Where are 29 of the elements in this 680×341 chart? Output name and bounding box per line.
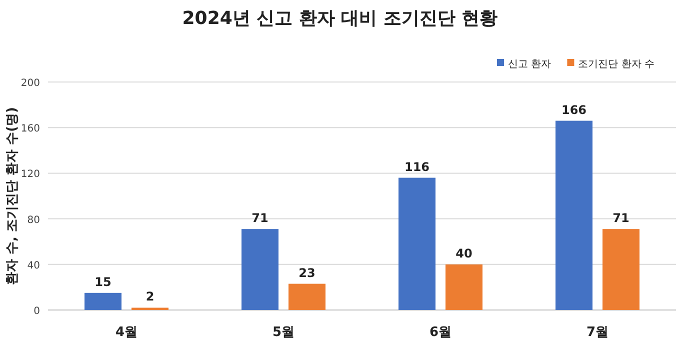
bar	[242, 229, 278, 310]
y-axis-title: 환자 수, 조기진단 환자 수(명)	[5, 107, 20, 285]
legend-label: 조기진단 환자 수	[578, 59, 655, 70]
y-tick-label: 120	[20, 169, 40, 180]
bar	[602, 229, 640, 310]
data-label: 116	[404, 160, 430, 174]
chart-title: 2024년 신고 환자 대비 조기진단 현황	[182, 8, 498, 29]
bar	[288, 284, 326, 310]
bar	[446, 264, 482, 310]
data-label: 23	[298, 266, 316, 280]
x-tick-label: 4월	[115, 325, 138, 340]
data-label: 40	[456, 246, 472, 260]
data-label: 71	[252, 211, 268, 226]
bar	[84, 292, 122, 310]
bar	[398, 178, 436, 310]
x-tick-label: 7월	[586, 325, 609, 340]
x-tick-label: 5월	[272, 325, 295, 340]
data-label: 166	[561, 102, 587, 117]
y-tick-label: 160	[20, 124, 40, 135]
x-tick-label: 6월	[429, 325, 452, 340]
y-tick-label: 0	[34, 306, 40, 317]
data-label: 15	[94, 274, 112, 289]
legend-label: 신고 환자	[508, 59, 552, 70]
data-label: 71	[612, 211, 630, 226]
bar	[556, 120, 592, 310]
y-tick-label: 80	[27, 214, 40, 226]
y-tick-label: 200	[20, 78, 40, 89]
y-tick-label: 40	[27, 260, 40, 272]
data-label: 2	[146, 290, 154, 304]
